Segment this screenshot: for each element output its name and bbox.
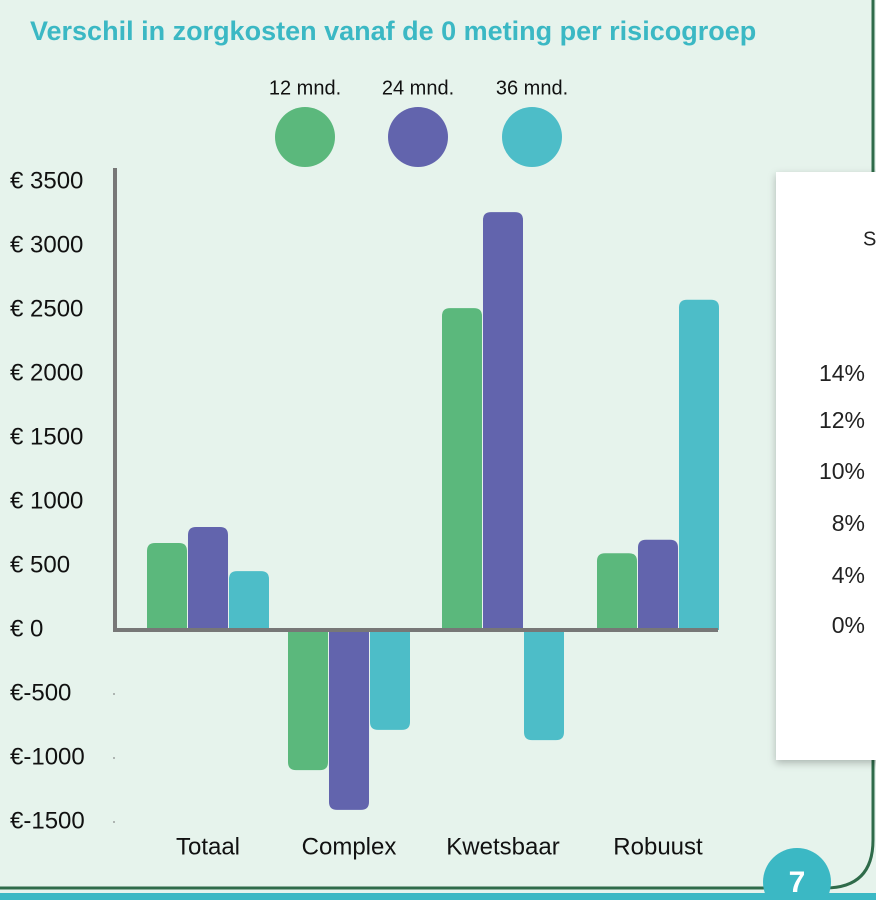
y-tick-label: € 2500 xyxy=(10,295,83,322)
legend-swatch xyxy=(275,107,335,167)
y-tick-label: € 0 xyxy=(10,615,43,642)
side-panel-label: 4% xyxy=(832,562,865,588)
side-panel-label: 10% xyxy=(819,458,865,484)
bar xyxy=(679,299,719,630)
x-tick-label: Kwetsbaar xyxy=(446,833,559,860)
page-badge xyxy=(763,848,831,900)
side-panel-title: S xyxy=(863,228,876,250)
bar xyxy=(147,542,187,630)
side-panel xyxy=(776,172,876,760)
bar xyxy=(597,553,637,630)
bar xyxy=(329,630,369,810)
y-tick-label: €-1500 xyxy=(10,807,85,834)
bar xyxy=(483,212,523,630)
y-tick-label: € 1500 xyxy=(10,423,83,450)
y-tick-label: € 1000 xyxy=(10,487,83,514)
bar xyxy=(288,630,328,771)
y-tick-label: €-500 xyxy=(10,679,71,706)
page-number: 7 xyxy=(789,866,806,899)
legend-swatch xyxy=(388,107,448,167)
x-tick-label: Complex xyxy=(302,833,397,860)
legend-label: 24 mnd. xyxy=(382,77,454,99)
legend-label: 36 mnd. xyxy=(496,77,568,99)
bar xyxy=(229,571,269,630)
bottom-band xyxy=(0,893,876,900)
y-tick-label: € 2000 xyxy=(10,359,83,386)
y-tick-label: € 500 xyxy=(10,551,70,578)
y-tick-label: € 3500 xyxy=(10,167,83,194)
bar xyxy=(188,526,228,630)
legend-swatch xyxy=(502,107,562,167)
x-tick-label: Totaal xyxy=(176,833,240,860)
side-panel-label: 8% xyxy=(832,510,865,536)
bar xyxy=(524,630,564,741)
y-tick-label: € 3000 xyxy=(10,231,83,258)
y-tick-label: €-1000 xyxy=(10,743,85,770)
chart-title: Verschil in zorgkosten vanaf de 0 meting… xyxy=(30,16,756,46)
bar xyxy=(638,539,678,630)
bar xyxy=(442,308,482,630)
side-panel-label: 14% xyxy=(819,360,865,386)
side-panel-label: 12% xyxy=(819,407,865,433)
legend-label: 12 mnd. xyxy=(269,77,341,99)
side-panel-label: 0% xyxy=(832,612,865,638)
bar xyxy=(370,630,410,730)
x-tick-label: Robuust xyxy=(613,833,703,860)
